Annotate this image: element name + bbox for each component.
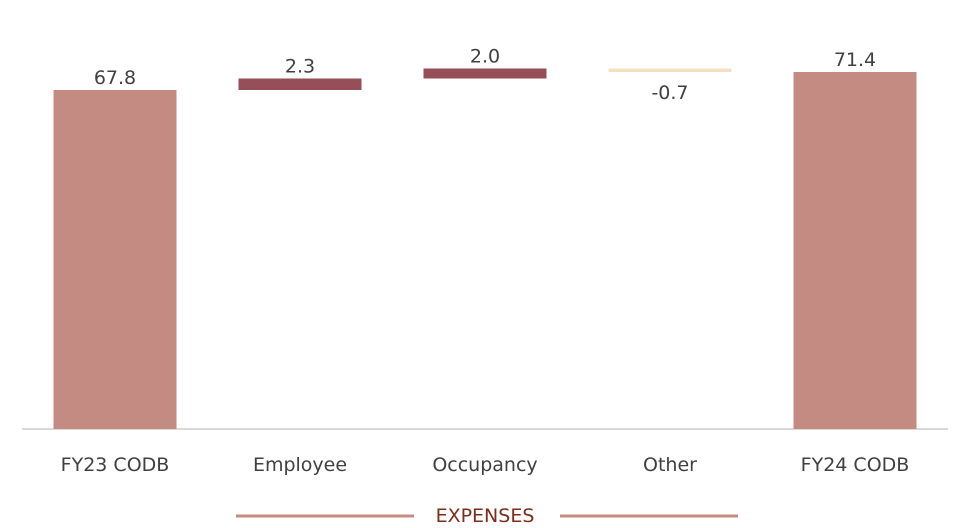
value-label-fy23-codb: 67.8 bbox=[94, 67, 136, 89]
value-labels-layer: 67.8 2.3 2.0 -0.7 71.4 bbox=[94, 46, 876, 105]
group-label: EXPENSES bbox=[436, 505, 535, 527]
category-label-fy23-codb: FY23 CODB bbox=[61, 454, 170, 476]
value-label-fy24-codb: 71.4 bbox=[834, 49, 876, 71]
value-label-other: -0.7 bbox=[651, 82, 688, 104]
category-label-fy24-codb: FY24 CODB bbox=[801, 454, 910, 476]
bar-fy23-codb bbox=[53, 90, 177, 429]
value-label-employee: 2.3 bbox=[285, 56, 315, 78]
category-label-other: Other bbox=[643, 454, 697, 476]
group-bracket: EXPENSES bbox=[236, 505, 738, 527]
value-label-occupancy: 2.0 bbox=[470, 46, 500, 68]
category-labels-layer: FY23 CODB Employee Occupancy Other FY24 CODB bbox=[61, 454, 910, 476]
category-label-occupancy: Occupancy bbox=[432, 454, 537, 476]
bar-occupancy bbox=[423, 68, 547, 79]
bars-layer bbox=[53, 68, 917, 429]
bar-employee bbox=[238, 78, 362, 90]
bar-fy24-codb bbox=[793, 72, 917, 429]
category-label-employee: Employee bbox=[253, 454, 347, 476]
bar-other bbox=[608, 68, 732, 72]
